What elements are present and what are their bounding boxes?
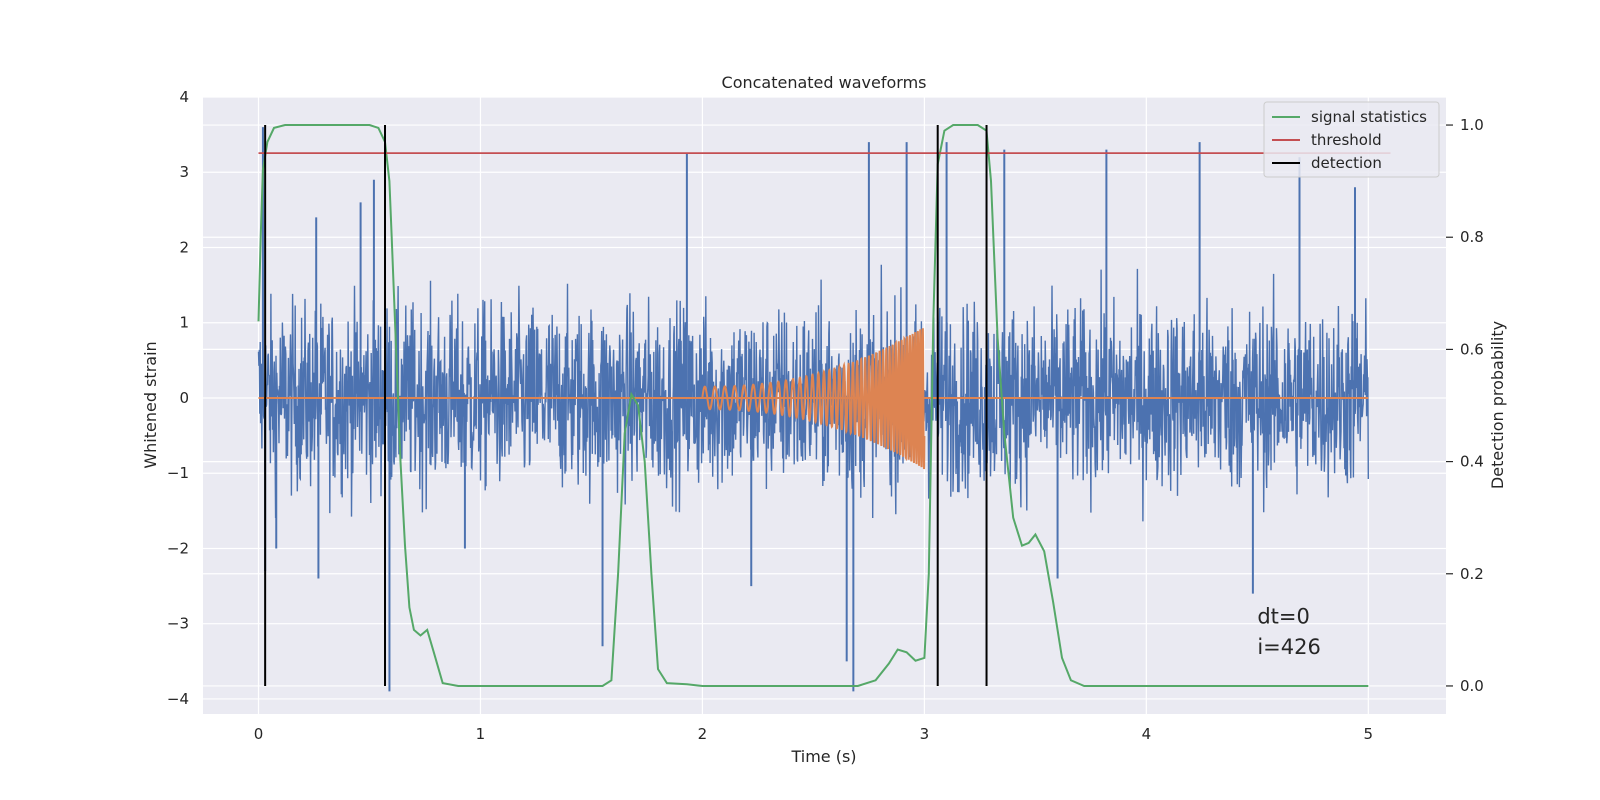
x-tick-label: 1 <box>476 725 486 743</box>
y-tick-label: 3 <box>179 163 189 181</box>
legend-label-detection: detection <box>1311 154 1382 172</box>
y-axis-title: Whitened strain <box>141 341 160 468</box>
y2-tick-label: 0.4 <box>1460 453 1484 471</box>
x-axis-ticks: 0 1 2 3 4 5 <box>254 725 1373 743</box>
y-tick-label: 4 <box>179 88 189 106</box>
y-tick-label: −3 <box>167 615 189 633</box>
y-tick-label: −2 <box>167 539 189 557</box>
y2-axis-title: Detection probability <box>1488 321 1507 489</box>
legend: signal statistics threshold detection <box>1263 101 1440 178</box>
x-tick-label: 3 <box>920 725 930 743</box>
annotation-index: i=426 <box>1257 635 1321 659</box>
legend-label-threshold: threshold <box>1311 131 1382 149</box>
probability-series <box>257 124 1391 687</box>
y-tick-label: 1 <box>179 314 189 332</box>
x-axis-title: Time (s) <box>790 747 856 766</box>
annotation-dt: dt=0 <box>1257 605 1310 629</box>
annotations: dt=0 i=426 <box>1257 605 1321 659</box>
chart-title: Concatenated waveforms <box>722 73 927 92</box>
y-tick-label: 0 <box>179 389 189 407</box>
y-tick-label: 2 <box>179 238 189 256</box>
x-tick-label: 4 <box>1142 725 1152 743</box>
y2-tick-label: 0.2 <box>1460 565 1484 583</box>
y2-axis-ticks: 0.0 0.2 0.4 0.6 0.8 1.0 <box>1446 116 1484 695</box>
y-axis-ticks: −4 −3 −2 −1 0 1 2 3 4 <box>167 88 189 708</box>
y2-tick-label: 0.0 <box>1460 677 1484 695</box>
y-tick-label: −1 <box>167 464 189 482</box>
waveform-series <box>258 328 1369 470</box>
y2-tick-label: 0.8 <box>1460 228 1484 246</box>
waveform-chirp <box>701 328 926 470</box>
y2-tick-label: 1.0 <box>1460 116 1484 134</box>
signal-statistics-line <box>257 124 1369 687</box>
legend-box <box>1263 101 1440 178</box>
x-tick-label: 2 <box>698 725 708 743</box>
x-tick-label: 0 <box>254 725 264 743</box>
x-tick-label: 5 <box>1364 725 1374 743</box>
y2-tick-label: 0.6 <box>1460 340 1484 358</box>
y-tick-label: −4 <box>167 690 189 708</box>
legend-label-signal-statistics: signal statistics <box>1311 108 1427 126</box>
